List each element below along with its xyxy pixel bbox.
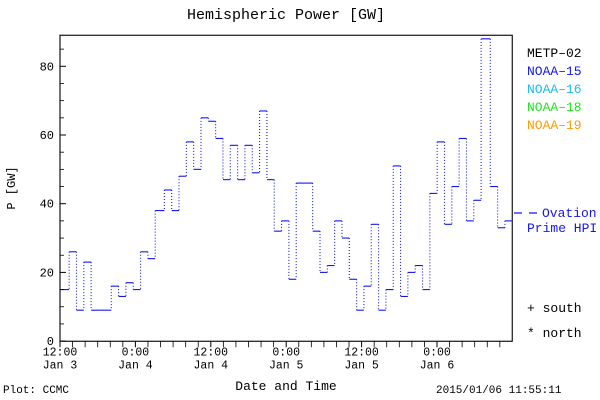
svg-text:Jan 6: Jan 6	[420, 359, 455, 372]
svg-text:Prime HPI: Prime HPI	[527, 221, 597, 236]
svg-text:P [GW]: P [GW]	[5, 166, 19, 209]
svg-text:+ south: + south	[527, 301, 582, 316]
svg-text:NOAA–18: NOAA–18	[527, 100, 582, 115]
svg-text:0:00: 0:00	[423, 346, 451, 359]
svg-text:Jan 5: Jan 5	[269, 359, 304, 372]
svg-text:12:00: 12:00	[194, 346, 229, 359]
svg-text:METP–02: METP–02	[527, 46, 582, 61]
svg-text:40: 40	[40, 198, 54, 212]
svg-text:* north: * north	[527, 326, 582, 341]
svg-text:Jan 5: Jan 5	[344, 359, 379, 372]
svg-text:80: 80	[40, 60, 54, 74]
svg-text:Ovation: Ovation	[542, 206, 597, 221]
svg-text:Jan 4: Jan 4	[194, 359, 229, 372]
svg-text:60: 60	[40, 129, 54, 143]
svg-text:NOAA–15: NOAA–15	[527, 64, 582, 79]
svg-text:2015/01/06 11:55:11: 2015/01/06 11:55:11	[436, 385, 562, 397]
svg-text:20: 20	[40, 266, 54, 280]
svg-text:NOAA–16: NOAA–16	[527, 82, 582, 97]
svg-text:Jan 3: Jan 3	[43, 359, 78, 372]
svg-text:0:00: 0:00	[272, 346, 300, 359]
svg-text:NOAA–19: NOAA–19	[527, 118, 582, 133]
svg-text:Plot: CCMC: Plot: CCMC	[3, 385, 69, 397]
svg-text:Date and Time: Date and Time	[235, 379, 336, 394]
svg-text:0:00: 0:00	[122, 346, 150, 359]
svg-text:Jan 4: Jan 4	[118, 359, 153, 372]
svg-text:12:00: 12:00	[43, 346, 78, 359]
svg-text:Hemispheric Power [GW]: Hemispheric Power [GW]	[187, 7, 385, 24]
svg-text:12:00: 12:00	[344, 346, 379, 359]
